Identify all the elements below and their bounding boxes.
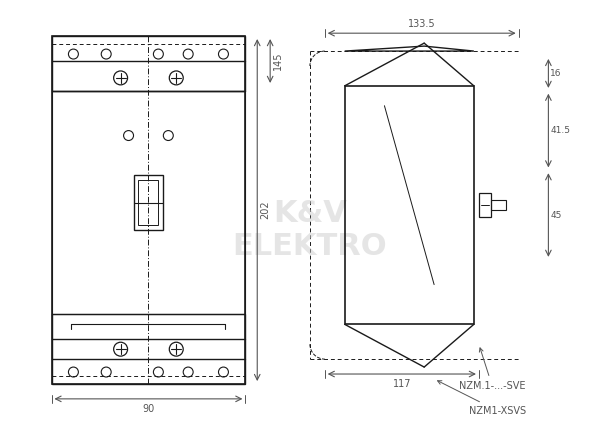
Bar bbox=[139, 180, 158, 225]
Text: NZM1-XSVS: NZM1-XSVS bbox=[438, 381, 526, 416]
Text: 41.5: 41.5 bbox=[550, 126, 571, 135]
Bar bbox=[51, 91, 245, 315]
Text: NZM.1-...-SVE: NZM.1-...-SVE bbox=[459, 348, 526, 391]
Bar bbox=[491, 200, 506, 210]
Text: 133.5: 133.5 bbox=[408, 19, 435, 29]
Text: 117: 117 bbox=[392, 379, 411, 389]
Text: K&V
ELEKTRO: K&V ELEKTRO bbox=[232, 198, 387, 261]
Bar bbox=[345, 86, 474, 324]
Text: 45: 45 bbox=[550, 210, 562, 220]
Text: 16: 16 bbox=[550, 69, 562, 78]
Bar bbox=[133, 175, 163, 230]
Text: 145: 145 bbox=[273, 52, 283, 70]
Bar bbox=[479, 193, 491, 217]
Text: 90: 90 bbox=[142, 404, 155, 414]
Bar bbox=[51, 36, 245, 384]
Bar bbox=[51, 36, 245, 91]
Text: 202: 202 bbox=[260, 201, 270, 220]
Bar bbox=[51, 315, 245, 384]
